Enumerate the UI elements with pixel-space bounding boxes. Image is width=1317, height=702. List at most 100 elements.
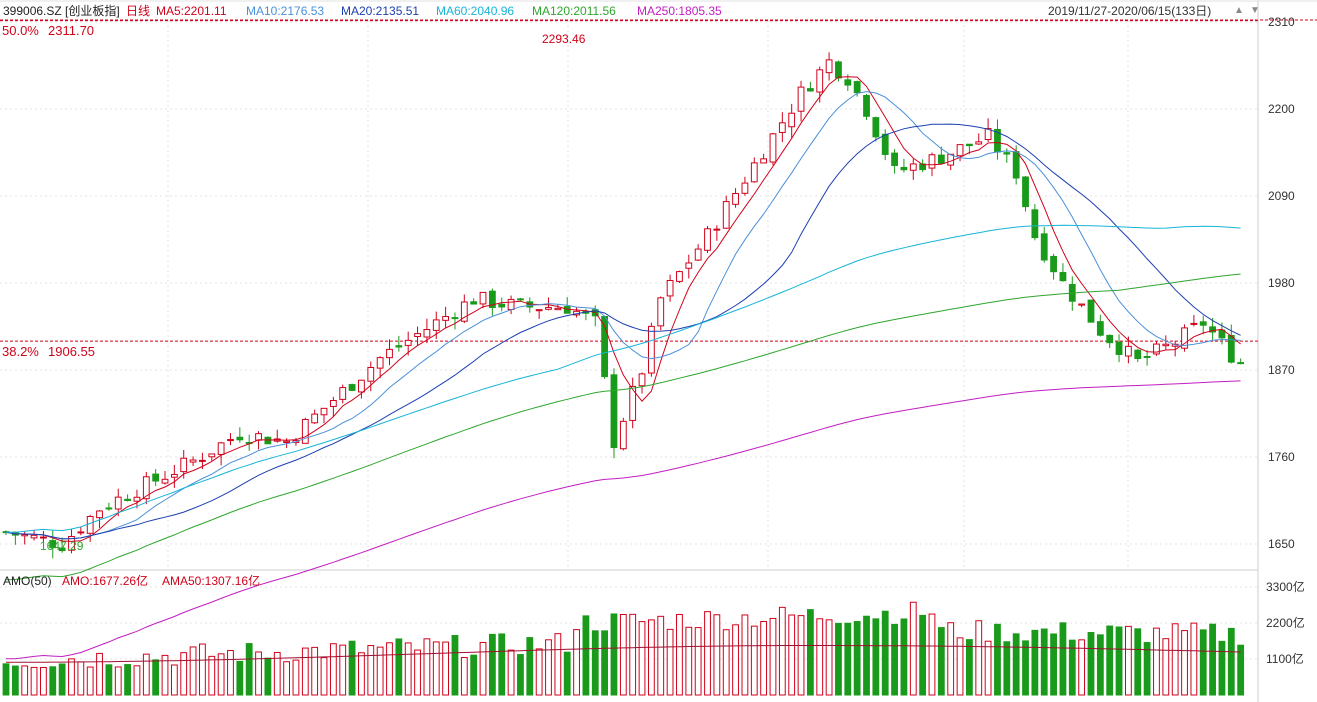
volume-up bbox=[657, 615, 665, 696]
volume-up bbox=[769, 617, 777, 696]
candle-down bbox=[1096, 321, 1104, 336]
candle-down bbox=[488, 290, 496, 308]
volume-up bbox=[816, 618, 824, 696]
ma-layer bbox=[5, 76, 1241, 660]
candle-down bbox=[264, 436, 272, 445]
low-annotation: 1647.29 bbox=[40, 539, 84, 553]
volume-up bbox=[676, 613, 683, 696]
candle-up bbox=[142, 476, 150, 500]
candle-up bbox=[1190, 322, 1198, 325]
volume-down bbox=[1218, 640, 1226, 696]
volume-up bbox=[227, 650, 234, 696]
candle-up bbox=[554, 307, 562, 311]
y-tick-label: 1870 bbox=[1268, 363, 1295, 377]
volume-down bbox=[124, 664, 131, 696]
candle-up bbox=[227, 439, 234, 442]
volume-up bbox=[301, 647, 309, 696]
ma5-line bbox=[5, 76, 1241, 542]
candle-down bbox=[152, 473, 160, 482]
volume-up bbox=[199, 643, 206, 696]
candle-down bbox=[1031, 209, 1039, 239]
volume-up bbox=[788, 614, 796, 696]
volume-up bbox=[339, 644, 347, 696]
volume-down bbox=[1040, 628, 1048, 696]
volume-down bbox=[152, 659, 160, 696]
volume-up bbox=[255, 651, 262, 696]
volume-up bbox=[283, 661, 291, 696]
candle-up bbox=[133, 496, 141, 502]
ma10-legend: MA10:2176.53 bbox=[246, 4, 325, 18]
candle-up bbox=[40, 536, 47, 539]
candle-up bbox=[722, 201, 730, 229]
volume-down bbox=[245, 643, 253, 696]
volume-up bbox=[554, 633, 562, 696]
candle-down bbox=[937, 154, 945, 164]
candle-up bbox=[1125, 345, 1132, 357]
ma120-line bbox=[5, 273, 1241, 581]
y-tick-label: 2090 bbox=[1268, 189, 1295, 203]
period-label[interactable]: 日线 bbox=[126, 4, 151, 18]
amo-indicator-name[interactable]: AMO(50) bbox=[3, 574, 52, 588]
volume-down bbox=[526, 637, 534, 696]
ma60-legend: MA60:2040.96 bbox=[436, 4, 515, 18]
candle-down bbox=[881, 133, 889, 155]
candle-layer bbox=[2, 52, 1245, 559]
candle-down bbox=[1040, 233, 1048, 261]
volume-down bbox=[49, 666, 57, 696]
candle-down bbox=[470, 301, 478, 305]
volume-up bbox=[423, 638, 431, 696]
volume-down bbox=[965, 639, 973, 696]
candle-up bbox=[984, 128, 992, 141]
vol-tick-label: 2200亿 bbox=[1266, 615, 1305, 630]
volume-up bbox=[909, 601, 917, 696]
volume-up bbox=[320, 657, 328, 696]
candle-up bbox=[86, 515, 94, 534]
ma10-line bbox=[5, 91, 1241, 540]
volume-up bbox=[1078, 639, 1086, 696]
volume-down bbox=[563, 651, 571, 696]
index-name: [创业板指] bbox=[65, 4, 120, 18]
volume-down bbox=[1050, 633, 1057, 696]
volume-layer bbox=[2, 601, 1245, 696]
candle-up bbox=[975, 141, 983, 145]
volume-up bbox=[704, 611, 711, 696]
volume-up bbox=[760, 620, 768, 696]
volume-up bbox=[825, 619, 833, 696]
volume-up bbox=[292, 659, 300, 696]
high-annotation: 2293.46 bbox=[542, 32, 586, 46]
volume-down bbox=[844, 622, 852, 696]
volume-up bbox=[21, 665, 29, 696]
volume-up bbox=[170, 664, 178, 696]
volume-up bbox=[928, 613, 936, 696]
volume-down bbox=[517, 654, 524, 696]
candle-up bbox=[816, 69, 824, 93]
candle-up bbox=[460, 301, 468, 322]
candle-down bbox=[610, 374, 618, 449]
candle-up bbox=[769, 133, 777, 163]
candle-up bbox=[1162, 343, 1170, 347]
volume-up bbox=[535, 648, 543, 696]
volume-down bbox=[937, 627, 945, 696]
volume-up bbox=[114, 666, 122, 696]
candle-down bbox=[451, 317, 459, 320]
ma20-legend: MA20:2135.51 bbox=[341, 4, 420, 18]
volume-down bbox=[470, 654, 478, 696]
volume-up bbox=[133, 665, 141, 696]
volume-up bbox=[1153, 627, 1160, 696]
ama50-legend: AMA50:1307.16亿 bbox=[162, 574, 261, 588]
chevron-down-icon[interactable]: ▼ bbox=[1250, 5, 1260, 16]
candle-up bbox=[30, 534, 38, 539]
candle-down bbox=[1106, 334, 1114, 344]
ma120-legend: MA120:2011.56 bbox=[532, 4, 616, 18]
volume-up bbox=[1181, 630, 1188, 696]
volume-down bbox=[853, 621, 861, 696]
symbol-code[interactable]: 399006.SZ bbox=[3, 4, 62, 18]
chevron-up-icon[interactable]: ▲ bbox=[1234, 5, 1244, 16]
vol-tick-label: 1100亿 bbox=[1266, 651, 1304, 666]
volume-down bbox=[582, 615, 590, 696]
volume-up bbox=[142, 653, 150, 696]
y-tick-label: 1650 bbox=[1268, 537, 1295, 551]
volume-up bbox=[629, 613, 637, 696]
candle-up bbox=[676, 271, 683, 282]
